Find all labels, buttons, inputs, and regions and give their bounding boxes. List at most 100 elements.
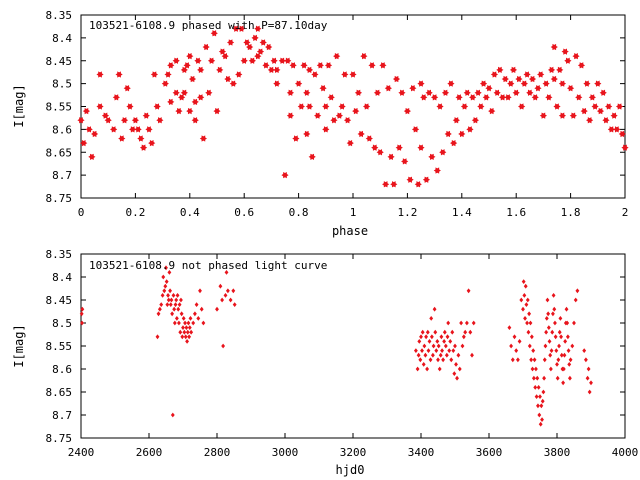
data-point xyxy=(278,57,286,64)
data-point xyxy=(517,339,522,344)
data-point xyxy=(273,66,281,74)
data-point xyxy=(172,57,180,64)
data-point xyxy=(382,181,390,188)
data-point xyxy=(596,107,605,115)
data-point xyxy=(546,325,551,330)
data-point xyxy=(515,357,520,363)
data-point xyxy=(428,153,436,160)
data-point xyxy=(553,320,557,326)
y-tick-label: 8.75 xyxy=(46,192,73,205)
data-point xyxy=(509,66,518,74)
y-tick-label: 8.65 xyxy=(46,386,73,399)
data-point xyxy=(441,89,450,96)
data-point xyxy=(512,334,517,340)
data-point xyxy=(514,348,519,353)
data-point xyxy=(425,329,430,335)
data-point xyxy=(529,334,534,340)
data-point xyxy=(303,130,311,138)
y-tick-label: 8.5 xyxy=(52,317,72,330)
data-point xyxy=(436,357,440,363)
data-point xyxy=(599,89,607,96)
data-point xyxy=(196,316,201,321)
data-point xyxy=(235,71,243,78)
x-tick-label: 2600 xyxy=(136,446,163,459)
data-point xyxy=(186,107,194,115)
data-point xyxy=(173,302,178,307)
data-point xyxy=(120,117,129,124)
data-point xyxy=(568,375,572,381)
data-point xyxy=(139,144,148,151)
data-point xyxy=(180,89,188,96)
data-point xyxy=(403,107,411,115)
data-point xyxy=(544,329,549,335)
data-point xyxy=(450,329,455,335)
data-point xyxy=(545,297,550,303)
x-tick-label: 3400 xyxy=(408,446,435,459)
data-point xyxy=(346,139,354,147)
data-point xyxy=(455,375,459,381)
data-point xyxy=(545,94,553,101)
x-tick-label: 1.2 xyxy=(397,206,417,219)
data-point xyxy=(165,302,170,307)
data-point xyxy=(512,89,520,96)
x-axis-ticks: 2400 2600 2800 3000 3200 3400 3600 3800 4000 xyxy=(68,254,639,459)
x-tick-label: 0.8 xyxy=(289,206,309,219)
plot-frame xyxy=(80,14,626,199)
data-point xyxy=(493,89,501,96)
data-point xyxy=(531,348,536,353)
data-point xyxy=(470,352,474,358)
data-point xyxy=(186,320,191,326)
y-tick-label: 8.4 xyxy=(52,271,72,284)
y-tick-label: 8.35 xyxy=(46,9,73,22)
data-point xyxy=(171,293,176,298)
data-point xyxy=(488,107,496,115)
data-point xyxy=(178,329,183,335)
data-point xyxy=(180,334,185,340)
data-point xyxy=(137,135,145,142)
data-point xyxy=(187,325,192,330)
data-point xyxy=(426,348,431,353)
data-point xyxy=(549,348,554,353)
data-point xyxy=(416,352,421,358)
data-point xyxy=(273,80,281,87)
data-point xyxy=(110,126,118,133)
data-point xyxy=(202,43,210,51)
data-point xyxy=(262,62,270,69)
data-point xyxy=(552,306,557,312)
data-point xyxy=(270,57,278,64)
data-point xyxy=(433,329,438,335)
data-point xyxy=(618,130,626,138)
data-point xyxy=(228,297,233,303)
data-point xyxy=(463,329,468,335)
data-point xyxy=(562,352,567,358)
data-point xyxy=(420,329,425,335)
data-point xyxy=(431,94,439,101)
data-point xyxy=(123,85,131,92)
data-point xyxy=(191,98,199,106)
data-point xyxy=(550,75,558,83)
data-point xyxy=(177,320,181,326)
data-point xyxy=(289,62,297,69)
x-tick-label: 4000 xyxy=(612,446,639,459)
data-point xyxy=(314,112,322,119)
data-point xyxy=(533,385,538,390)
data-point xyxy=(224,75,232,83)
data-point xyxy=(540,417,544,422)
data-point xyxy=(464,320,469,326)
data-point xyxy=(621,144,629,151)
data-point xyxy=(504,94,512,101)
data-point xyxy=(172,306,177,312)
data-point xyxy=(303,89,311,96)
data-point xyxy=(482,94,490,101)
data-point xyxy=(528,320,533,326)
data-point xyxy=(561,366,566,372)
data-point xyxy=(515,75,523,83)
data-point xyxy=(547,66,556,74)
data-point xyxy=(422,343,427,349)
data-point xyxy=(166,293,170,298)
data-point xyxy=(232,25,240,32)
y-tick-label: 8.6 xyxy=(52,123,72,136)
data-point xyxy=(553,103,561,110)
data-point xyxy=(420,94,428,101)
data-point xyxy=(415,366,420,372)
